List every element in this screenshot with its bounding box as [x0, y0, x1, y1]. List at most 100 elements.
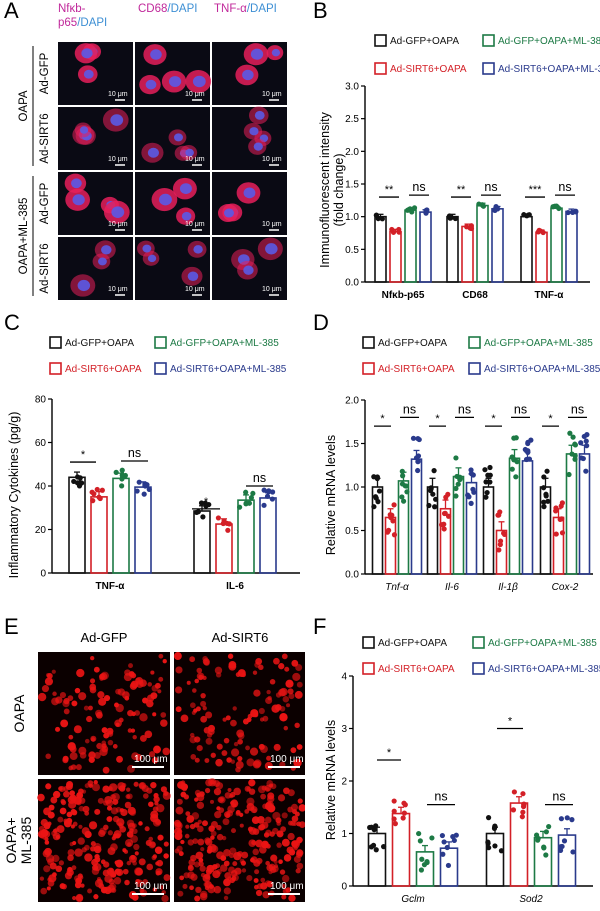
lipid-droplet	[216, 743, 223, 750]
lipid-droplet	[173, 652, 182, 661]
lipid-droplet	[107, 830, 114, 836]
lipid-droplet	[256, 857, 263, 865]
lipid-droplet	[210, 845, 219, 853]
legend-swatch	[154, 362, 167, 375]
panel-a-letter: A	[4, 0, 19, 23]
lipid-droplet	[150, 692, 158, 700]
lipid-droplet	[205, 838, 213, 846]
lipid-droplet	[246, 758, 255, 767]
legend-label: Ad-SIRT6+OAPA+ML-385	[484, 364, 600, 375]
lipid-droplet	[40, 887, 48, 895]
column-header-part: CD68	[138, 3, 168, 15]
lipid-droplet	[195, 851, 204, 860]
lipid-droplet	[75, 764, 82, 771]
lipid-droplet	[197, 838, 205, 846]
cell-nucleus	[110, 114, 124, 126]
lipid-droplet	[104, 795, 113, 804]
lipid-droplet	[68, 800, 77, 809]
data-point	[533, 832, 540, 838]
lipid-droplet	[193, 822, 200, 828]
data-point	[439, 832, 445, 839]
lipid-droplet	[52, 790, 61, 799]
data-point	[482, 467, 488, 473]
lipid-droplet	[215, 758, 223, 767]
lipid-droplet	[79, 797, 86, 804]
data-point	[535, 837, 541, 843]
data-point	[401, 498, 407, 504]
bar	[565, 210, 578, 283]
y-tick-label: 2.0	[345, 396, 359, 407]
data-point	[513, 474, 519, 480]
lipid-droplet	[248, 779, 256, 787]
data-point	[566, 471, 572, 478]
y-tick-label: 0	[341, 882, 347, 893]
panel-f-letter: F	[313, 614, 327, 639]
data-point	[248, 495, 255, 501]
lipid-droplet	[135, 878, 141, 885]
lipid-droplet	[284, 666, 290, 672]
data-point	[419, 856, 425, 862]
panel-e: E Ad-GFP Ad-SIRT6 100 μm 100 μm 100 μm 100 μm…	[0, 610, 305, 911]
lipid-droplet	[237, 850, 243, 857]
data-point	[451, 837, 457, 844]
cell-nucleus	[250, 48, 264, 60]
lipid-droplet	[196, 672, 205, 681]
data-point	[544, 468, 550, 474]
y-tick-label: 20	[35, 525, 47, 536]
x-category-label: Gclm	[401, 894, 424, 905]
data-point	[119, 483, 125, 489]
lipid-droplet	[209, 884, 214, 889]
bar	[404, 209, 417, 283]
data-point	[391, 808, 397, 814]
lipid-droplet	[207, 724, 216, 732]
cell-nucleus	[159, 193, 172, 206]
data-point	[136, 479, 142, 485]
data-point	[567, 430, 573, 436]
lipid-droplet	[159, 885, 165, 890]
group-label: OAPA+ML-385	[18, 198, 30, 275]
lipid-droplet	[196, 801, 205, 810]
y-tick-label: 0.0	[345, 278, 359, 289]
column-header-part: Nfκb-p65	[58, 3, 86, 29]
lipid-droplet	[97, 877, 102, 882]
lipid-droplet	[290, 747, 297, 754]
lipid-droplet	[116, 870, 122, 876]
data-point	[266, 488, 272, 494]
data-point	[487, 479, 493, 485]
lipid-droplet	[219, 864, 228, 872]
significance-label: *	[81, 449, 86, 461]
data-point	[141, 491, 147, 497]
column-header-part: /DAPI	[167, 3, 198, 15]
legend-label: Ad-SIRT6+OAPA	[65, 364, 142, 375]
data-point	[389, 512, 395, 518]
lipid-droplet	[232, 861, 238, 867]
lipid-droplet	[87, 888, 93, 894]
legend-label: Ad-SIRT6+OAPA+ML-385	[498, 64, 600, 75]
data-point	[94, 486, 100, 493]
lipid-droplet	[205, 737, 213, 745]
lipid-droplet	[255, 839, 263, 848]
data-point	[416, 830, 422, 837]
data-point	[243, 489, 249, 495]
lipid-droplet	[77, 837, 85, 845]
cell-nucleus	[150, 49, 162, 60]
lipid-droplet	[49, 862, 57, 870]
lipid-droplet	[42, 849, 51, 858]
lipid-droplet	[79, 875, 84, 880]
lipid-droplet	[296, 862, 304, 870]
row-label: Ad-GFP	[39, 52, 51, 94]
data-point	[376, 488, 383, 494]
lipid-droplet	[200, 700, 207, 707]
cell-nucleus	[81, 48, 93, 59]
lipid-droplet	[59, 807, 67, 815]
lipid-droplet	[112, 833, 118, 839]
lipid-droplet	[223, 887, 231, 895]
lipid-droplet	[187, 871, 195, 879]
cell-nucleus	[243, 187, 256, 199]
legend-label: Ad-GFP+OAPA+ML-385	[484, 338, 593, 349]
lipid-droplet	[194, 678, 200, 684]
lipid-droplet	[226, 757, 232, 763]
lipid-droplet	[277, 794, 286, 802]
data-point	[426, 502, 432, 509]
lipid-droplet	[250, 709, 259, 718]
